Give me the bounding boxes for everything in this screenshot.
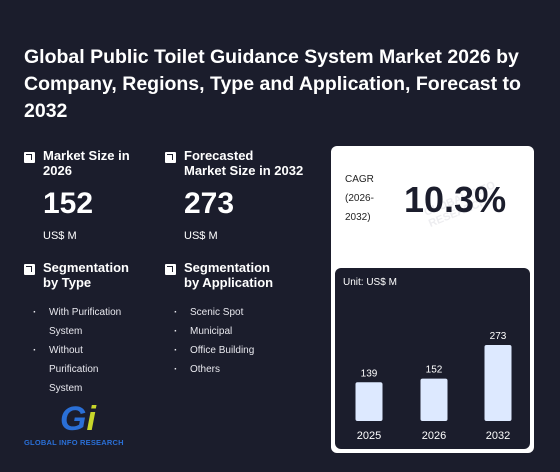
market-size-value: 152 <box>43 187 94 220</box>
bar-2032 <box>484 345 512 421</box>
forecast-value: 273 <box>184 187 235 220</box>
forecast-label: Forecasted Market Size in 2032 <box>184 148 304 178</box>
type-list: With Purification System Without Purific… <box>33 303 129 398</box>
cagr-label: CAGR (2026- 2032) <box>345 174 374 223</box>
logo: Gi GLOBAL INFO RESEARCH <box>24 402 124 447</box>
page-title: Global Public Toilet Guidance System Mar… <box>24 46 521 122</box>
segmentation-application: Segmentation by Application Scenic Spot … <box>165 260 273 379</box>
cagr-value: 10.3% <box>404 179 507 220</box>
list-item: Without Purification System <box>33 341 129 398</box>
market-size-label: Market Size in 2026 <box>43 148 130 178</box>
list-item: Others <box>174 360 273 379</box>
data-label-2025: 139 <box>361 368 378 379</box>
logo-mark: Gi <box>60 400 96 438</box>
category-label-2032: 2032 <box>486 430 510 442</box>
cagr-card: GLOBAL INFO RESEARCH CAGR (2026- 2032) 1… <box>331 146 534 453</box>
list-item: Office Building <box>174 341 273 360</box>
segmentation-type: Segmentation by Type With Purification S… <box>24 260 129 398</box>
category-label-2025: 2025 <box>357 430 381 442</box>
data-label-2026: 152 <box>426 365 443 376</box>
bar-chart-svg: 139 2025 152 2026 273 2032 <box>355 331 512 442</box>
list-item: Scenic Spot <box>174 303 273 322</box>
chart-unit-label: Unit: US$ M <box>343 277 397 288</box>
forecast-metric: Forecasted Market Size in 2032 273 US$ M <box>165 148 303 242</box>
external-link-icon <box>24 264 35 275</box>
list-item: Municipal <box>174 322 273 341</box>
bar-chart: Unit: US$ M 139 2025 152 2026 273 2032 <box>335 268 530 449</box>
application-list: Scenic Spot Municipal Office Building Ot… <box>174 303 273 379</box>
segmentation-type-label: Segmentation by Type <box>43 260 129 290</box>
list-item: With Purification System <box>33 303 129 341</box>
segmentation-application-label: Segmentation by Application <box>184 260 274 290</box>
external-link-icon <box>24 152 35 163</box>
external-link-icon <box>165 264 176 275</box>
category-label-2026: 2026 <box>422 430 446 442</box>
market-size-metric: Market Size in 2026 152 US$ M <box>24 148 130 242</box>
external-link-icon <box>165 152 176 163</box>
bar-2025 <box>355 382 383 421</box>
logo-name: GLOBAL INFO RESEARCH <box>24 438 124 447</box>
market-size-unit: US$ M <box>43 230 77 242</box>
data-label-2032: 273 <box>490 331 507 342</box>
bar-2026 <box>420 378 448 421</box>
forecast-unit: US$ M <box>184 230 218 242</box>
